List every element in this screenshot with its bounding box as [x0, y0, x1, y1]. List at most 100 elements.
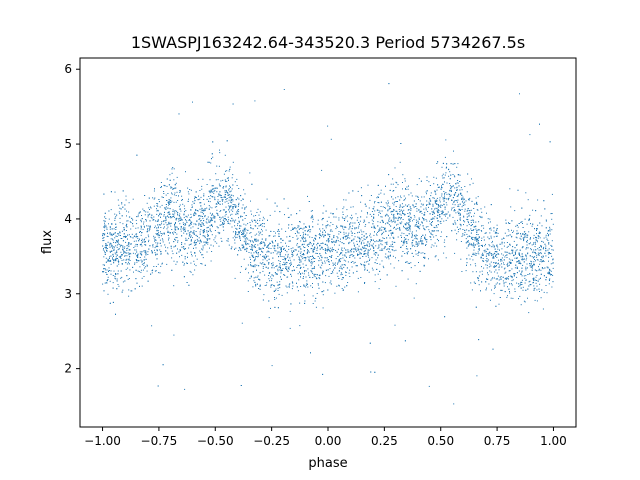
data-point: [171, 250, 173, 252]
data-point: [240, 215, 242, 217]
data-point: [167, 226, 169, 228]
data-point: [303, 273, 305, 275]
data-point: [259, 243, 261, 245]
data-point: [230, 214, 231, 216]
data-point: [134, 263, 136, 265]
data-point: [402, 211, 403, 213]
data-point: [472, 259, 474, 261]
data-point: [522, 233, 524, 235]
data-point: [126, 252, 128, 254]
data-point: [505, 271, 507, 273]
data-point: [351, 228, 353, 230]
data-point: [528, 231, 530, 233]
data-point: [492, 348, 494, 350]
data-point: [321, 264, 323, 266]
data-point: [193, 230, 195, 232]
data-point: [395, 210, 397, 212]
data-point: [445, 167, 447, 169]
data-point: [146, 264, 148, 266]
data-point: [153, 198, 155, 200]
data-point: [254, 264, 256, 266]
data-point: [464, 210, 466, 212]
data-point: [444, 208, 446, 210]
data-point: [389, 248, 390, 250]
data-point: [302, 277, 304, 279]
data-point: [297, 237, 299, 239]
data-point: [378, 193, 380, 195]
data-point: [388, 220, 389, 222]
data-point: [238, 188, 240, 189]
data-point: [364, 264, 366, 266]
data-point: [312, 295, 314, 297]
data-point: [412, 204, 414, 206]
data-point: [342, 277, 344, 279]
data-point: [468, 222, 469, 224]
data-point: [370, 195, 372, 196]
data-point: [541, 256, 542, 258]
data-point: [448, 198, 450, 200]
data-point: [474, 239, 476, 241]
data-point: [211, 224, 213, 226]
data-point: [278, 233, 280, 235]
data-point: [149, 227, 151, 229]
data-point: [127, 267, 129, 269]
data-point: [218, 194, 220, 196]
data-point: [514, 288, 516, 290]
data-point: [272, 242, 274, 244]
data-point: [521, 279, 523, 281]
data-point: [168, 211, 170, 213]
data-point: [345, 232, 347, 234]
data-point: [316, 274, 318, 276]
data-point: [542, 268, 544, 270]
data-point: [360, 243, 362, 245]
data-point: [191, 237, 193, 239]
data-point: [478, 275, 480, 277]
data-point: [141, 232, 142, 234]
data-point: [322, 262, 324, 264]
data-point: [231, 177, 233, 179]
data-point: [116, 278, 118, 280]
data-point: [360, 238, 362, 240]
data-point: [199, 208, 201, 210]
data-point: [352, 272, 354, 274]
data-point: [312, 267, 314, 269]
data-point: [377, 202, 379, 203]
data-point: [278, 266, 280, 268]
data-point: [507, 278, 509, 280]
data-point: [257, 253, 259, 255]
data-point: [224, 196, 226, 198]
data-point: [530, 223, 531, 225]
data-point: [493, 245, 495, 247]
data-point: [210, 220, 212, 222]
data-point: [291, 275, 292, 277]
data-point: [114, 277, 116, 279]
data-point: [428, 385, 430, 387]
data-point: [216, 226, 218, 228]
data-point: [522, 286, 524, 288]
data-point: [277, 270, 279, 272]
data-point: [211, 219, 213, 221]
data-point: [380, 249, 382, 251]
data-point: [381, 210, 383, 212]
data-point: [313, 267, 315, 269]
data-point: [367, 260, 369, 262]
data-point: [296, 266, 298, 268]
data-point: [144, 256, 146, 258]
data-point: [500, 278, 502, 280]
data-point: [489, 299, 491, 301]
data-point: [115, 226, 116, 228]
data-point: [358, 222, 360, 223]
data-point: [530, 260, 532, 262]
data-point: [345, 271, 347, 273]
data-point: [270, 276, 272, 278]
data-point: [244, 218, 246, 219]
data-point: [120, 277, 122, 279]
data-point: [178, 206, 180, 208]
data-point: [223, 209, 225, 211]
data-point: [448, 168, 450, 170]
data-point: [455, 223, 457, 225]
data-point: [114, 237, 116, 239]
data-point: [206, 231, 208, 233]
data-point: [224, 194, 226, 196]
data-point: [128, 243, 130, 245]
